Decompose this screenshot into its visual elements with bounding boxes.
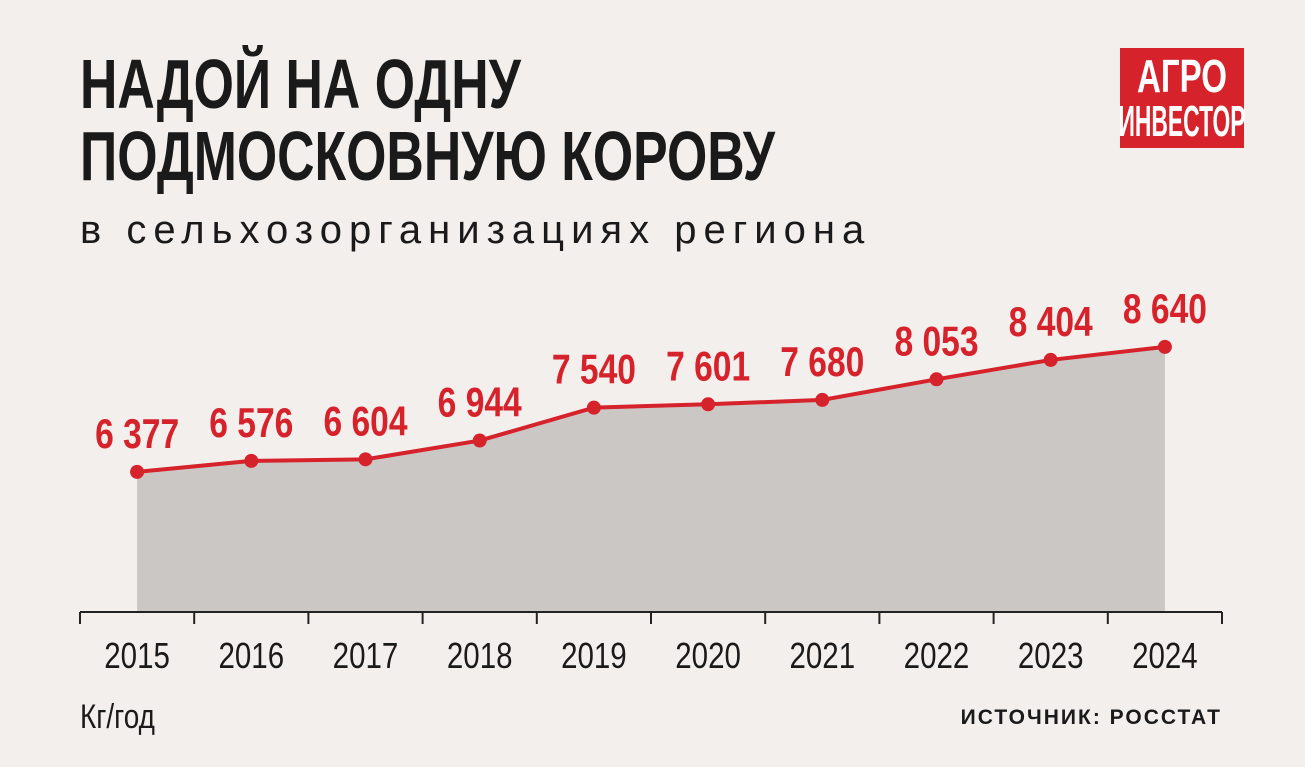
value-label: 8 640	[1123, 286, 1207, 332]
point	[130, 464, 145, 479]
logo	[1120, 48, 1244, 148]
line	[136, 344, 1166, 474]
logo-text: ИНВЕСТОР	[1118, 97, 1245, 146]
logo-text: АГРО	[1137, 52, 1227, 102]
x-tick-label: 2018	[447, 635, 513, 675]
point	[1157, 339, 1172, 354]
x-tick-label: 2021	[789, 635, 855, 675]
source: ИСТОЧНИК: РОССТАТ	[961, 706, 1222, 729]
value-label: 6 604	[323, 399, 407, 445]
value-label: 6 377	[95, 411, 179, 457]
value-label: 6 576	[209, 400, 293, 446]
point	[472, 433, 487, 448]
chart-subtitle: в сельхозорганизациях региона	[80, 208, 871, 252]
x-tick-label: 2017	[333, 635, 399, 675]
point	[929, 372, 944, 387]
chart-title: ПОДМОСКОВНУЮ КОРОВУ	[80, 117, 776, 195]
value-label: 7 540	[552, 347, 636, 393]
area	[137, 346, 1165, 612]
point	[586, 400, 601, 415]
x-tick-label: 2015	[104, 635, 170, 675]
x-tick-label: 2016	[218, 635, 284, 675]
value-label: 7 601	[666, 344, 750, 390]
x-tick-label: 2023	[1018, 635, 1084, 675]
point	[358, 452, 373, 467]
x-tick-label: 2024	[1132, 635, 1198, 675]
point	[1043, 352, 1058, 367]
value-label: 8 053	[894, 319, 978, 365]
value-label: 6 944	[438, 380, 522, 426]
value-label: 8 404	[1009, 299, 1093, 345]
x-tick-label: 2020	[675, 635, 741, 675]
x-tick-label: 2022	[904, 635, 970, 675]
point	[701, 397, 716, 412]
unit-label: Кг/год	[80, 697, 155, 735]
point	[815, 392, 830, 407]
point	[244, 453, 259, 468]
value-label: 7 680	[780, 339, 864, 385]
x-tick-label: 2019	[561, 635, 627, 675]
chart-title: НАДОЙ НА ОДНУ	[80, 44, 521, 124]
